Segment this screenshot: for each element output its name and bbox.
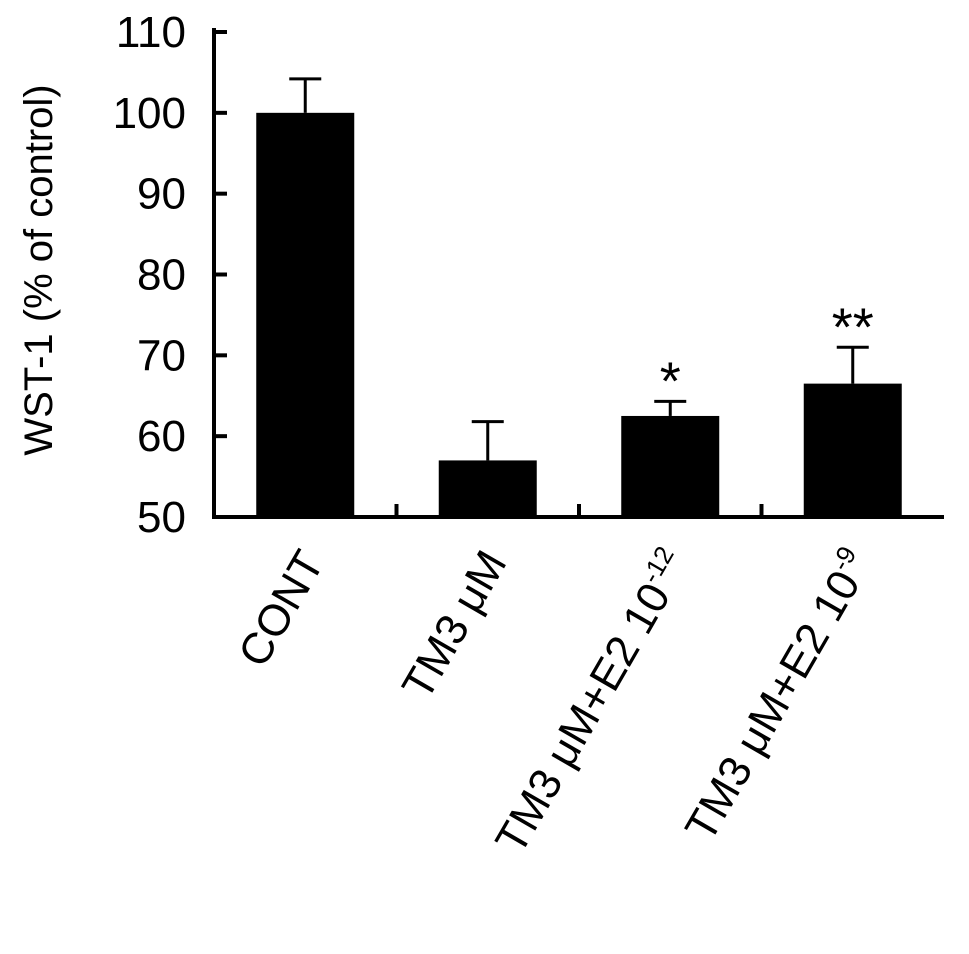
bar xyxy=(438,460,537,517)
bar xyxy=(256,112,355,517)
x-category-label-main: TM3 μM+E2 10 xyxy=(676,563,870,850)
y-tick-label: 70 xyxy=(137,331,186,380)
y-tick-label: 90 xyxy=(137,170,186,219)
x-category-label-main: CONT xyxy=(229,543,334,675)
x-category-label: TM3 μM xyxy=(393,543,517,708)
significance-marker: * xyxy=(660,351,681,411)
x-category-label-main: TM3 μM+E2 10 xyxy=(486,575,680,862)
y-tick-label: 50 xyxy=(137,493,186,542)
x-category-label-main: TM3 μM xyxy=(393,543,517,708)
plot-area: 50 60 70 80 90 100 110 CONT TM3 μM * TM3 μM+E2 10-… xyxy=(113,8,944,862)
significance-marker: ** xyxy=(832,297,874,357)
bar xyxy=(803,383,902,517)
y-axis-label: WST-1 (% of control) xyxy=(17,84,61,455)
y-tick-label: 100 xyxy=(113,89,186,138)
x-category-label: TM3 μM+E2 10-12 xyxy=(484,541,699,862)
y-tick-label: 110 xyxy=(116,8,186,57)
y-tick-label: 60 xyxy=(137,412,186,461)
x-category-label: TM3 μM+E2 10-9 xyxy=(673,541,881,849)
bar xyxy=(621,415,720,517)
x-category-label: CONT xyxy=(229,543,334,675)
y-tick-label: 80 xyxy=(137,251,186,300)
